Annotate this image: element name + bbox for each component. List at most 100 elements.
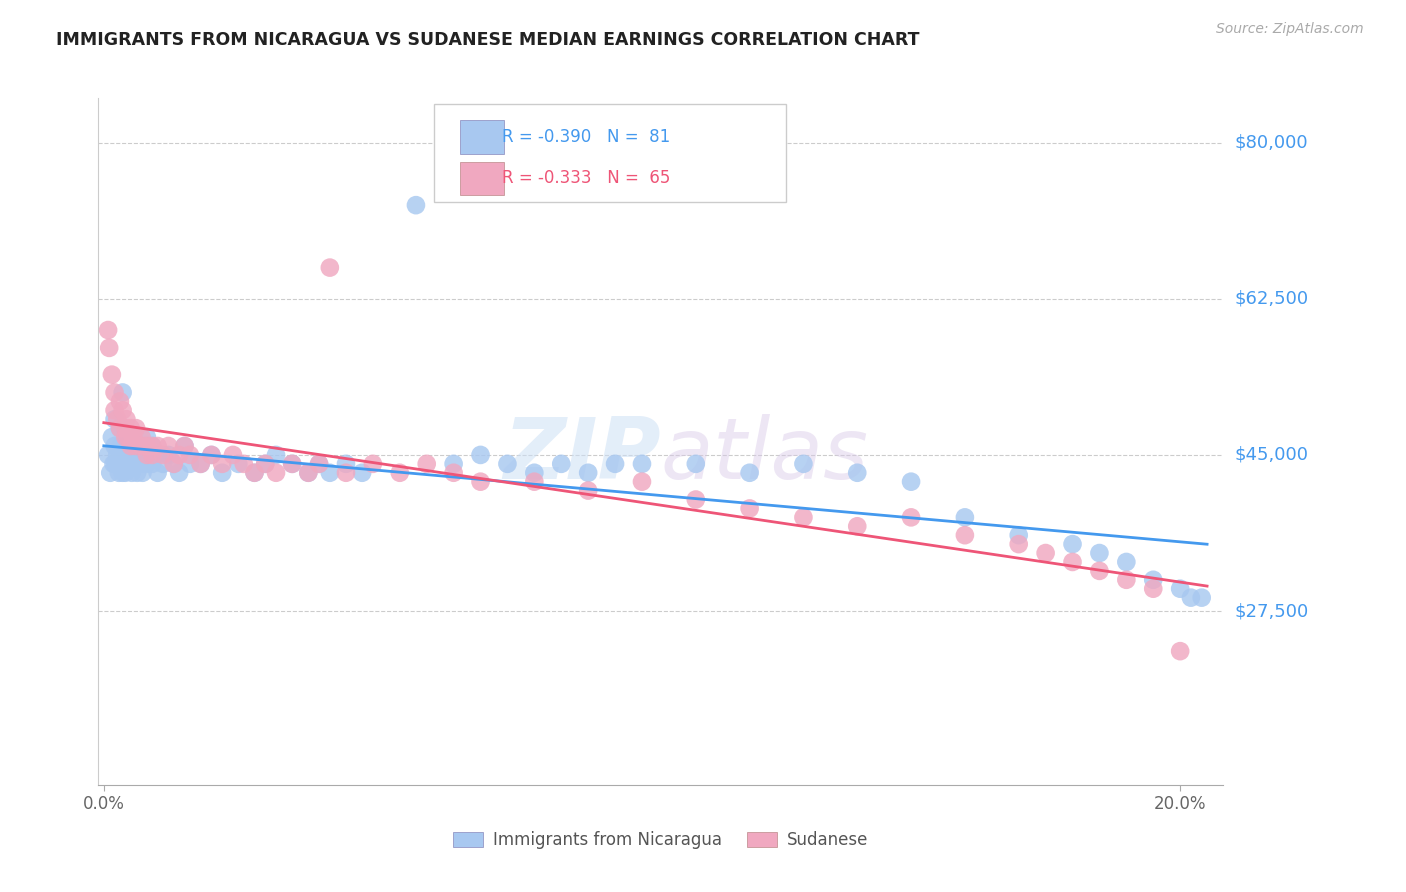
Point [388, 466, 411, 480]
Point [125, 457, 148, 471]
Point [131, 430, 153, 444]
Point [122, 430, 145, 444]
Point [167, 448, 190, 462]
Point [157, 448, 180, 462]
Text: atlas: atlas [661, 414, 869, 497]
Point [443, 466, 465, 480]
Point [114, 421, 136, 435]
Point [97, 323, 120, 337]
Point [319, 466, 342, 480]
Point [1142, 582, 1164, 596]
Point [117, 457, 139, 471]
Point [97, 448, 120, 462]
Point [114, 457, 136, 471]
Point [335, 466, 357, 480]
Text: R = -0.333   N =  65: R = -0.333 N = 65 [502, 169, 671, 187]
Point [135, 439, 157, 453]
Point [103, 457, 125, 471]
Point [135, 457, 157, 471]
Point [103, 439, 125, 453]
Point [115, 448, 138, 462]
Point [297, 466, 319, 480]
Point [685, 457, 707, 471]
Point [211, 457, 233, 471]
Point [846, 519, 869, 533]
Point [264, 466, 287, 480]
Point [1008, 537, 1031, 551]
Point [141, 448, 163, 462]
Point [141, 439, 163, 453]
Point [900, 510, 922, 524]
Point [173, 439, 195, 453]
Point [523, 466, 546, 480]
Point [101, 368, 124, 382]
Point [108, 466, 131, 480]
Point [98, 466, 121, 480]
Point [111, 385, 134, 400]
Point [131, 439, 153, 453]
Point [108, 394, 131, 409]
Point [1008, 528, 1031, 542]
Point [141, 439, 163, 453]
Point [110, 439, 132, 453]
Point [120, 439, 142, 453]
Point [98, 341, 121, 355]
Point [125, 439, 148, 453]
Point [121, 466, 143, 480]
Point [163, 457, 186, 471]
Legend: Immigrants from Nicaragua, Sudanese: Immigrants from Nicaragua, Sudanese [447, 824, 875, 855]
Point [352, 466, 374, 480]
Point [146, 448, 169, 462]
Point [1180, 591, 1202, 605]
Point [108, 457, 131, 471]
Point [222, 448, 245, 462]
Point [118, 439, 141, 453]
Text: R = -0.390   N =  81: R = -0.390 N = 81 [502, 128, 671, 146]
Point [200, 448, 222, 462]
Point [120, 430, 142, 444]
Point [114, 466, 136, 480]
Point [157, 439, 180, 453]
Point [146, 466, 169, 480]
Point [211, 466, 233, 480]
Point [1115, 555, 1137, 569]
Point [953, 528, 976, 542]
Point [243, 466, 266, 480]
Point [128, 448, 150, 462]
Point [792, 457, 814, 471]
Point [308, 457, 330, 471]
Point [1115, 573, 1137, 587]
Point [685, 492, 707, 507]
Point [631, 457, 654, 471]
Point [105, 412, 128, 426]
Point [131, 457, 153, 471]
Point [190, 457, 212, 471]
Point [576, 466, 599, 480]
Point [103, 385, 125, 400]
Point [125, 421, 148, 435]
Point [146, 439, 169, 453]
Point [361, 457, 384, 471]
Point [405, 198, 427, 212]
Point [135, 448, 157, 462]
Point [1035, 546, 1057, 560]
Point [792, 510, 814, 524]
Point [141, 457, 163, 471]
Point [101, 430, 124, 444]
Point [297, 466, 319, 480]
Point [103, 412, 125, 426]
Point [738, 501, 761, 516]
Point [576, 483, 599, 498]
Point [152, 457, 174, 471]
Point [112, 448, 135, 462]
Point [523, 475, 546, 489]
Point [1062, 555, 1084, 569]
Text: ZIP: ZIP [503, 414, 661, 497]
Point [308, 457, 330, 471]
Point [152, 448, 174, 462]
Point [603, 457, 626, 471]
Point [1142, 573, 1164, 587]
Point [122, 448, 145, 462]
Point [167, 466, 190, 480]
Point [254, 457, 277, 471]
